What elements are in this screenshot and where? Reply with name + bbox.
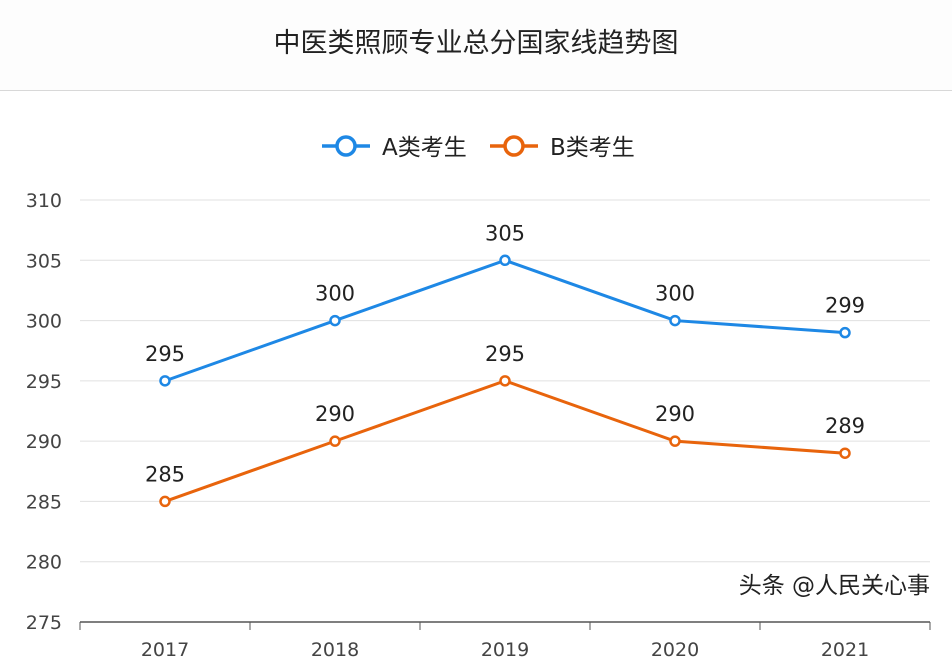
data-point [839, 326, 851, 339]
data-label: 290 [315, 402, 355, 426]
y-tick-label: 310 [26, 190, 62, 212]
watermark: 头条 @人民关心事 [738, 572, 930, 600]
data-point [669, 314, 681, 327]
data-point [839, 447, 851, 459]
legend-marker [335, 135, 357, 157]
x-tick-label: 2021 [821, 639, 869, 661]
data-label: 300 [655, 282, 695, 306]
data-label: 290 [655, 402, 695, 426]
legend-label: B类考生 [550, 135, 635, 161]
data-label: 295 [485, 342, 525, 366]
data-point [499, 254, 511, 267]
y-tick-label: 305 [26, 250, 62, 272]
x-tick-label: 2017 [141, 639, 189, 661]
data-label: 289 [825, 414, 865, 438]
x-tick-label: 2019 [481, 639, 529, 661]
data-label: 305 [485, 221, 525, 245]
y-tick-label: 300 [26, 311, 62, 333]
data-label: 300 [315, 282, 355, 306]
data-point [329, 314, 341, 327]
chart-title: 中医类照顾专业总分国家线趋势图 [0, 0, 952, 91]
x-tick-label: 2020 [651, 639, 699, 661]
legend-label: A类考生 [382, 135, 467, 161]
y-tick-label: 285 [26, 491, 62, 513]
y-tick-label: 275 [26, 612, 62, 634]
data-point [669, 435, 681, 447]
data-point [499, 375, 511, 387]
y-tick-label: 280 [26, 552, 62, 574]
y-tick-label: 295 [26, 371, 62, 393]
x-tick-label: 2018 [311, 639, 359, 661]
data-point [159, 375, 171, 387]
data-label: 299 [825, 294, 865, 318]
data-label: 285 [145, 462, 185, 486]
data-label: 295 [145, 342, 185, 366]
y-tick-label: 290 [26, 431, 62, 453]
data-point [159, 495, 171, 508]
legend-marker [503, 135, 525, 157]
data-point [329, 435, 341, 447]
